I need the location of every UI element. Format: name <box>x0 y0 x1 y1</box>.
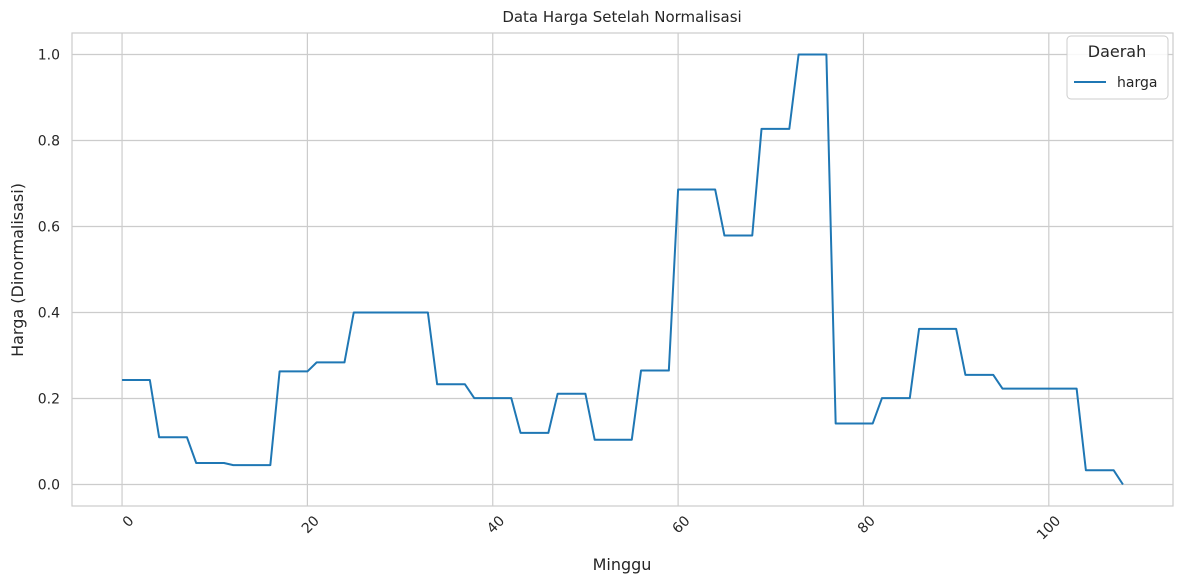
y-tick-label: 0.6 <box>38 220 60 236</box>
grid <box>72 33 1173 506</box>
series-layer <box>122 53 1124 486</box>
legend-label-harga: harga <box>1117 75 1157 91</box>
chart-title: Data Harga Setelah Normalisasi <box>502 8 741 26</box>
y-tick-label: 0.0 <box>38 478 60 494</box>
x-axis-label: Minggu <box>593 555 652 574</box>
y-tick-labels: 0.0 0.2 0.4 0.6 0.8 1.0 <box>38 48 60 494</box>
legend-title: Daerah <box>1088 42 1147 61</box>
y-axis-label: Harga (Dinormalisasi) <box>8 183 27 357</box>
plot-area-frame <box>71 32 1174 507</box>
legend-box <box>1066 35 1169 100</box>
y-tick-label: 0.2 <box>38 392 60 408</box>
legend: Daerah harga <box>1066 35 1169 100</box>
y-tick-label: 1.0 <box>38 48 60 64</box>
y-tick-label: 0.8 <box>38 134 60 150</box>
series-line-harga <box>122 53 1124 486</box>
y-tick-label: 0.4 <box>38 306 60 322</box>
